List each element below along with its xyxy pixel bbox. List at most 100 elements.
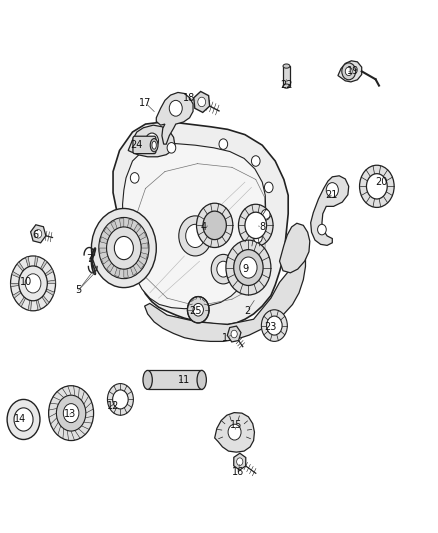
Circle shape — [99, 217, 149, 279]
Polygon shape — [25, 256, 30, 267]
Ellipse shape — [283, 84, 290, 88]
Circle shape — [179, 216, 212, 256]
Polygon shape — [46, 289, 54, 295]
Text: 23: 23 — [265, 322, 277, 332]
Polygon shape — [104, 227, 112, 236]
Text: 20: 20 — [375, 177, 387, 187]
Bar — [283, 66, 290, 86]
Circle shape — [203, 211, 226, 240]
Polygon shape — [36, 300, 41, 310]
Text: 25: 25 — [189, 306, 201, 316]
Circle shape — [167, 142, 176, 153]
Polygon shape — [136, 260, 144, 269]
Polygon shape — [31, 225, 46, 243]
Circle shape — [228, 424, 241, 440]
Circle shape — [217, 261, 230, 277]
Circle shape — [318, 224, 326, 235]
Circle shape — [64, 403, 79, 423]
Polygon shape — [41, 260, 47, 270]
Text: 11: 11 — [178, 375, 191, 385]
Text: 22: 22 — [280, 79, 292, 90]
Polygon shape — [128, 125, 175, 157]
Circle shape — [19, 266, 47, 301]
Text: 2: 2 — [244, 306, 250, 316]
Circle shape — [7, 399, 40, 440]
Circle shape — [231, 330, 237, 338]
Circle shape — [219, 139, 228, 149]
Circle shape — [187, 296, 209, 323]
Circle shape — [240, 257, 257, 278]
Polygon shape — [120, 219, 124, 227]
Polygon shape — [28, 301, 32, 311]
Polygon shape — [127, 219, 133, 229]
Circle shape — [265, 182, 273, 192]
Polygon shape — [115, 268, 120, 277]
Polygon shape — [19, 297, 25, 306]
Polygon shape — [107, 263, 114, 272]
Text: 17: 17 — [139, 98, 152, 108]
Polygon shape — [138, 232, 146, 240]
Text: 9: 9 — [242, 264, 248, 274]
Polygon shape — [194, 92, 210, 112]
Circle shape — [211, 254, 236, 284]
Text: 12: 12 — [107, 401, 119, 411]
Polygon shape — [215, 413, 254, 452]
Polygon shape — [17, 262, 24, 271]
Polygon shape — [141, 243, 148, 248]
Polygon shape — [123, 143, 266, 309]
Polygon shape — [311, 176, 349, 245]
Circle shape — [326, 183, 338, 197]
Text: 6: 6 — [32, 230, 38, 240]
Polygon shape — [338, 61, 362, 82]
Polygon shape — [100, 248, 107, 253]
Text: 24: 24 — [131, 140, 143, 150]
Polygon shape — [100, 237, 108, 244]
Circle shape — [14, 408, 33, 431]
Polygon shape — [42, 296, 49, 305]
Polygon shape — [145, 245, 305, 342]
Text: 7: 7 — [86, 254, 92, 264]
Polygon shape — [148, 370, 202, 390]
Polygon shape — [279, 223, 310, 273]
Polygon shape — [134, 224, 141, 233]
Circle shape — [360, 165, 394, 207]
Circle shape — [261, 209, 270, 220]
Polygon shape — [234, 453, 246, 470]
Ellipse shape — [197, 370, 206, 390]
Polygon shape — [156, 92, 193, 144]
Circle shape — [49, 386, 94, 441]
Text: 15: 15 — [230, 419, 243, 430]
Circle shape — [234, 249, 263, 286]
Ellipse shape — [152, 141, 156, 149]
Circle shape — [261, 310, 287, 342]
Polygon shape — [13, 291, 21, 298]
Text: 13: 13 — [64, 409, 76, 419]
Text: 14: 14 — [14, 415, 26, 424]
Circle shape — [254, 232, 262, 243]
Circle shape — [145, 133, 159, 149]
Text: 21: 21 — [325, 190, 338, 200]
Circle shape — [267, 316, 282, 335]
Circle shape — [193, 303, 203, 316]
Polygon shape — [47, 280, 56, 284]
Text: 18: 18 — [183, 93, 195, 103]
Text: 16: 16 — [232, 467, 244, 477]
Circle shape — [251, 156, 260, 166]
Circle shape — [92, 208, 156, 288]
Circle shape — [367, 174, 387, 199]
Polygon shape — [11, 284, 19, 287]
Circle shape — [169, 100, 182, 116]
Circle shape — [345, 67, 352, 76]
Polygon shape — [35, 256, 38, 266]
Text: 19: 19 — [347, 66, 359, 76]
Circle shape — [25, 274, 41, 293]
Ellipse shape — [150, 139, 158, 152]
Circle shape — [342, 63, 356, 80]
Circle shape — [107, 384, 134, 415]
Text: 1: 1 — [223, 333, 229, 343]
Ellipse shape — [283, 64, 290, 68]
Circle shape — [197, 203, 233, 247]
Circle shape — [57, 395, 86, 431]
Polygon shape — [124, 269, 128, 278]
Polygon shape — [45, 269, 53, 276]
